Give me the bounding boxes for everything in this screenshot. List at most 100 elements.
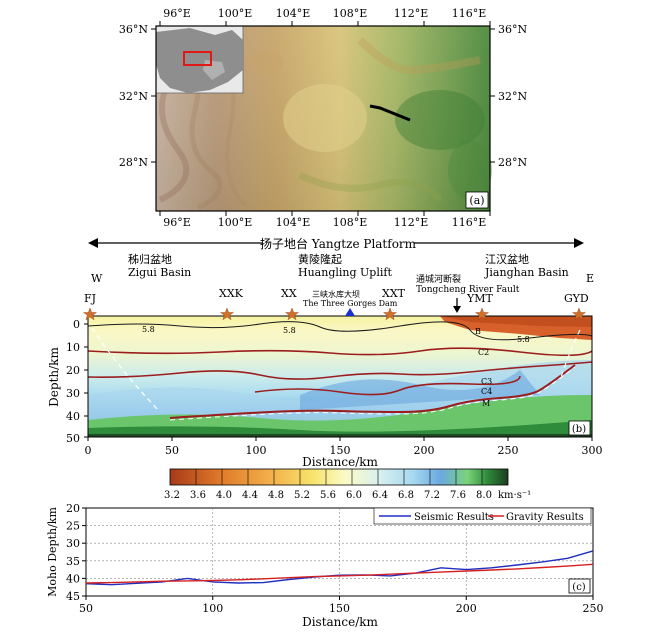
layer-label: M xyxy=(482,399,490,408)
y-tick-label: 25 xyxy=(66,520,80,533)
y-tick: 20 xyxy=(66,364,80,377)
y-axis-label: Depth/km xyxy=(47,347,61,407)
colorbar-tick: 6.4 xyxy=(372,490,388,501)
y-tick-label: 20 xyxy=(66,502,80,515)
east-direction: E xyxy=(586,272,594,285)
interface-c4 xyxy=(254,375,521,396)
y-tick-label: 40 xyxy=(66,572,80,585)
study-region-box xyxy=(183,51,212,66)
colorbar-unit: km·s⁻¹ xyxy=(498,490,531,501)
fault-cn-label: 通城河断裂 xyxy=(416,273,461,285)
y-tick-label: 35 xyxy=(66,555,80,568)
station-star xyxy=(382,307,398,321)
x-tick-label: 50 xyxy=(79,602,93,615)
bottom-lon-tick: 104°E xyxy=(276,216,311,229)
west-direction: W xyxy=(91,272,103,285)
top-lon-tick: 116°E xyxy=(452,7,487,20)
dam-en-label: The Three Gorges Dam xyxy=(303,299,398,308)
layer-label: C2 xyxy=(478,348,489,357)
panel-c-label: (c) xyxy=(572,582,586,593)
jianghan-en-label: Jianghan Basin xyxy=(484,266,569,279)
left-lat-tick: 32°N xyxy=(119,90,148,103)
x-tick-label: 150 xyxy=(329,602,350,615)
profile-line xyxy=(369,104,411,122)
interface-c3 xyxy=(88,361,592,380)
right-lat-tick: 36°N xyxy=(498,23,527,36)
inset-map xyxy=(155,25,244,94)
colorbar-tick: 5.6 xyxy=(320,490,336,501)
layer-label: C3 xyxy=(481,377,492,386)
station-star xyxy=(284,307,300,321)
x-tick: 250 xyxy=(498,444,519,457)
fault-en-label: Tongcheng River Fault xyxy=(416,285,520,295)
right-lat-tick: 32°N xyxy=(498,90,527,103)
layer-label: 5.8 xyxy=(283,326,296,335)
x-tick: 100 xyxy=(246,444,267,457)
colorbar-tick: 7.6 xyxy=(450,490,466,501)
left-lat-tick: 28°N xyxy=(119,156,148,169)
y-tick: 50 xyxy=(66,432,80,445)
y-tick: 10 xyxy=(66,341,80,354)
interface-5.8 xyxy=(88,321,592,341)
colorbar-tick: 4.0 xyxy=(216,490,232,501)
x-tick: 200 xyxy=(414,444,435,457)
colorbar-tick: 4.4 xyxy=(242,490,258,501)
left-lat-tick: 36°N xyxy=(119,23,148,36)
colorbar-tick: 3.2 xyxy=(164,490,180,501)
interface-moho xyxy=(169,364,576,419)
c-y-axis-label: Moho Depth/km xyxy=(46,507,59,597)
y-tick-label: 45 xyxy=(66,590,80,603)
station-star xyxy=(571,307,587,321)
bottom-lon-tick: 96°E xyxy=(163,216,191,229)
x-tick: 0 xyxy=(85,444,92,457)
x-tick: 150 xyxy=(330,444,351,457)
axis-ticks: 50 100 150 200 250 20 25 30 35 40 45 xyxy=(66,502,604,615)
series-line-gravity-results xyxy=(85,563,594,584)
bottom-lon-tick: 100°E xyxy=(218,216,253,229)
dam-marker xyxy=(345,308,355,316)
layer-label: C4 xyxy=(481,387,492,396)
top-lon-tick: 112°E xyxy=(394,7,429,20)
colorbar xyxy=(169,468,509,486)
colorbar-tick: 3.6 xyxy=(190,490,206,501)
location-map-panel: 96°E 100°E 104°E 108°E 112°E 116°E 96°E … xyxy=(119,7,528,229)
colorbar-tick: 5.2 xyxy=(294,490,310,501)
station-label: GYD xyxy=(564,292,589,305)
layer-label: 5.8 xyxy=(142,325,155,334)
station-star xyxy=(82,307,98,321)
x-tick-label: 250 xyxy=(583,602,604,615)
layer-label: B xyxy=(475,327,481,336)
x-axis-label: Distance/km xyxy=(302,455,378,469)
series-layer xyxy=(85,550,594,586)
c-x-axis-label: Distance/km xyxy=(302,615,378,629)
top-lon-tick: 104°E xyxy=(276,7,311,20)
zigui-cn-label: 秭归盆地 xyxy=(128,252,172,266)
colorbar-tick: 7.2 xyxy=(424,490,440,501)
colorbar-tick: 4.8 xyxy=(268,490,284,501)
y-tick-label: 30 xyxy=(66,537,80,550)
bottom-lon-tick: 108°E xyxy=(333,216,368,229)
bottom-lon-tick: 116°E xyxy=(452,216,487,229)
x-tick-label: 100 xyxy=(202,602,223,615)
layer-label: 5.8 xyxy=(517,335,530,344)
interface-c2 xyxy=(88,347,592,357)
top-lon-tick: 96°E xyxy=(163,7,191,20)
huangling-cn-label: 黄陵隆起 xyxy=(298,252,342,266)
huangling-en-label: Huangling Uplift xyxy=(298,266,392,279)
top-lon-tick: 100°E xyxy=(218,7,253,20)
platform-label: 扬子地台 Yangtze Platform xyxy=(260,236,417,251)
panel-b-label: (b) xyxy=(572,424,586,435)
station-label: YMT xyxy=(466,292,494,305)
legend-seismic-label: Seismic Results xyxy=(414,512,494,523)
right-lat-tick: 28°N xyxy=(498,156,527,169)
station-label: XXT xyxy=(382,287,406,300)
colorbar-tick: 6.0 xyxy=(346,490,362,501)
dam-cn-label: 三峡水库大坝 xyxy=(312,289,360,299)
jianghan-cn-label: 江汉盆地 xyxy=(485,252,529,266)
colorbar-tick: 6.8 xyxy=(398,490,414,501)
y-tick: 30 xyxy=(66,387,80,400)
y-tick: 0 xyxy=(73,318,80,331)
panel-a-label: (a) xyxy=(469,194,484,207)
x-tick: 50 xyxy=(165,444,179,457)
